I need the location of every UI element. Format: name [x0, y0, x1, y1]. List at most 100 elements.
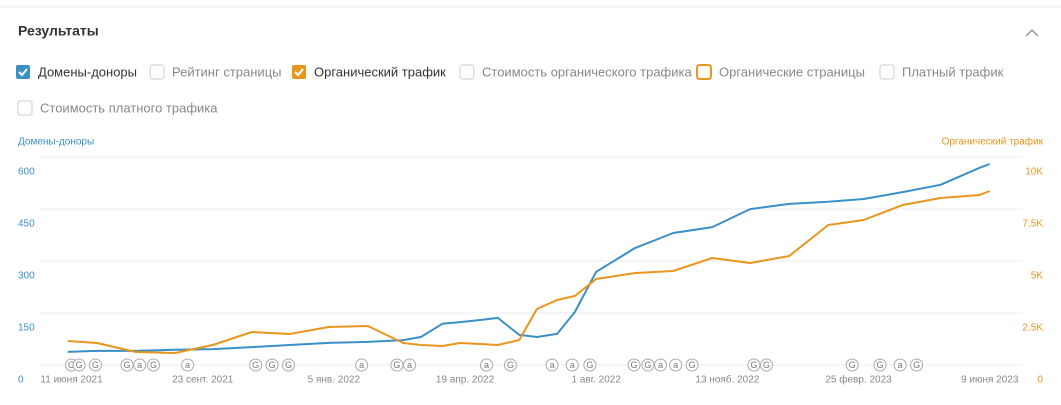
event-marker[interactable]: G	[685, 358, 699, 372]
event-circle[interactable]	[669, 358, 683, 372]
filter-label[interactable]: Рейтинг страницы	[172, 64, 281, 79]
event-circle[interactable]	[654, 358, 668, 372]
event-label[interactable]: G	[586, 360, 593, 370]
filter-checkbox[interactable]: Стоимость органического трафика	[459, 64, 692, 80]
event-label[interactable]: G	[876, 360, 883, 370]
event-circle[interactable]	[641, 358, 655, 372]
checkbox-checked[interactable]	[16, 65, 30, 79]
checkbox[interactable]	[149, 64, 165, 80]
filter-label[interactable]: Домены-доноры	[38, 64, 137, 79]
filter-checkbox[interactable]: Органические страницы	[696, 64, 865, 80]
event-circle[interactable]	[565, 358, 579, 372]
event-label[interactable]: a	[550, 360, 555, 370]
checkbox-outlined[interactable]	[696, 64, 712, 80]
checkbox-checked[interactable]	[292, 65, 306, 79]
event-circle[interactable]	[265, 358, 279, 372]
event-circle[interactable]	[249, 358, 263, 372]
event-marker[interactable]: a	[355, 358, 369, 372]
event-marker[interactable]: G	[120, 358, 134, 372]
event-label[interactable]: G	[644, 360, 651, 370]
event-label[interactable]: a	[658, 360, 663, 370]
event-label[interactable]: G	[393, 360, 400, 370]
event-circle[interactable]	[355, 358, 369, 372]
event-marker[interactable]: G	[641, 358, 655, 372]
event-circle[interactable]	[759, 358, 773, 372]
filter-label[interactable]: Органические страницы	[719, 64, 865, 79]
event-marker[interactable]: G	[249, 358, 263, 372]
event-circle[interactable]	[72, 358, 86, 372]
event-marker[interactable]: G	[627, 358, 641, 372]
event-circle[interactable]	[893, 358, 907, 372]
event-marker[interactable]: G	[390, 358, 404, 372]
filter-checkbox[interactable]: Рейтинг страницы	[149, 64, 281, 80]
event-marker[interactable]: G	[88, 358, 102, 372]
event-label[interactable]: G	[849, 360, 856, 370]
event-marker[interactable]: G	[845, 358, 859, 372]
event-circle[interactable]	[583, 358, 597, 372]
event-label[interactable]: G	[76, 360, 83, 370]
event-circle[interactable]	[747, 358, 761, 372]
event-marker[interactable]: a	[403, 358, 417, 372]
event-label[interactable]: a	[570, 360, 575, 370]
event-label[interactable]: a	[673, 360, 678, 370]
event-label[interactable]: G	[92, 360, 99, 370]
filter-checkbox[interactable]: Стоимость платного трафика	[17, 100, 218, 116]
filter-checkbox[interactable]: Платный трафик	[879, 64, 1004, 80]
event-marker[interactable]: G	[583, 358, 597, 372]
collapse-chevron[interactable]	[1025, 28, 1039, 37]
event-label[interactable]: G	[68, 360, 75, 370]
event-label[interactable]: G	[124, 360, 131, 370]
event-marker[interactable]: a	[654, 358, 668, 372]
event-label[interactable]: a	[898, 360, 903, 370]
event-label[interactable]: G	[750, 360, 757, 370]
checkbox[interactable]	[17, 100, 33, 116]
event-marker[interactable]: G	[873, 358, 887, 372]
filter-checkbox[interactable]: Органический трафик	[292, 64, 446, 79]
event-label[interactable]: G	[150, 360, 157, 370]
event-label[interactable]: a	[185, 360, 190, 370]
event-circle[interactable]	[390, 358, 404, 372]
event-marker[interactable]: a	[479, 358, 493, 372]
event-label[interactable]: a	[484, 360, 489, 370]
event-circle[interactable]	[910, 358, 924, 372]
event-marker[interactable]: a	[893, 358, 907, 372]
event-circle[interactable]	[479, 358, 493, 372]
event-circle[interactable]	[120, 358, 134, 372]
filter-label[interactable]: Стоимость платного трафика	[40, 100, 218, 115]
event-label[interactable]: G	[285, 360, 292, 370]
event-label[interactable]: G	[689, 360, 696, 370]
event-marker[interactable]: G	[72, 358, 86, 372]
event-marker[interactable]: G	[147, 358, 161, 372]
event-marker[interactable]: G	[265, 358, 279, 372]
event-circle[interactable]	[845, 358, 859, 372]
event-label[interactable]: a	[407, 360, 412, 370]
filter-label[interactable]: Платный трафик	[902, 64, 1004, 79]
event-marker[interactable]: G	[503, 358, 517, 372]
event-marker[interactable]: G	[759, 358, 773, 372]
event-circle[interactable]	[503, 358, 517, 372]
event-marker[interactable]: a	[669, 358, 683, 372]
event-label[interactable]: G	[763, 360, 770, 370]
filter-checkbox[interactable]: Домены-доноры	[16, 64, 137, 79]
event-circle[interactable]	[147, 358, 161, 372]
event-marker[interactable]: a	[181, 358, 195, 372]
event-marker[interactable]: a	[133, 358, 147, 372]
event-circle[interactable]	[133, 358, 147, 372]
event-marker[interactable]: G	[747, 358, 761, 372]
filter-label[interactable]: Стоимость органического трафика	[482, 64, 692, 79]
event-label[interactable]: a	[137, 360, 142, 370]
event-circle[interactable]	[685, 358, 699, 372]
event-marker[interactable]: a	[545, 358, 559, 372]
event-label[interactable]: G	[507, 360, 514, 370]
filter-label[interactable]: Органический трафик	[314, 64, 446, 79]
event-marker[interactable]: a	[565, 358, 579, 372]
event-label[interactable]: G	[252, 360, 259, 370]
event-marker[interactable]: G	[281, 358, 295, 372]
event-label[interactable]: a	[359, 360, 364, 370]
checkbox[interactable]	[879, 64, 895, 80]
event-circle[interactable]	[627, 358, 641, 372]
event-circle[interactable]	[873, 358, 887, 372]
event-circle[interactable]	[281, 358, 295, 372]
event-label[interactable]: G	[913, 360, 920, 370]
event-label[interactable]: G	[631, 360, 638, 370]
